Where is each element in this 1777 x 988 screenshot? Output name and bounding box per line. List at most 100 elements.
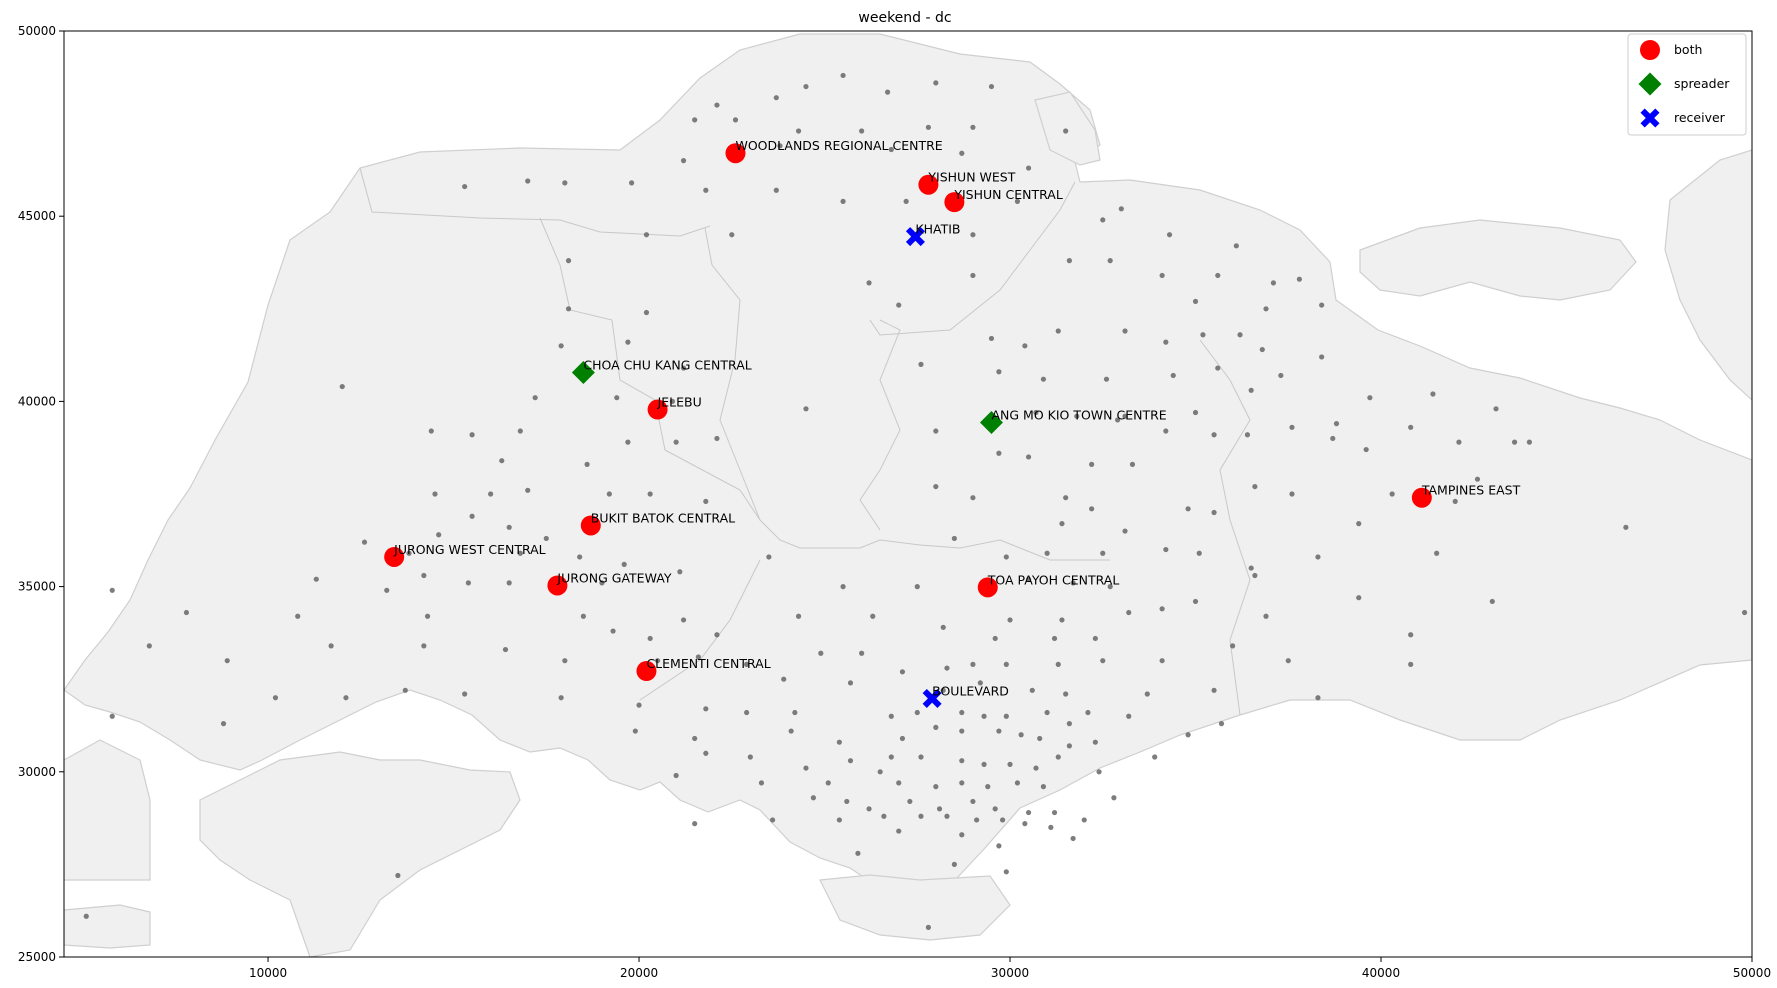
background-point [1408, 632, 1414, 638]
both-marker [944, 192, 965, 213]
background-point [1252, 483, 1258, 490]
background-point [1248, 387, 1254, 393]
background-point [777, 143, 783, 149]
background-point [295, 613, 301, 619]
background-point [1456, 439, 1462, 445]
background-point [680, 617, 687, 623]
background-point [918, 754, 924, 760]
background-point [747, 754, 753, 760]
background-point [558, 343, 564, 349]
background-point [1055, 754, 1061, 760]
background-point [925, 924, 932, 930]
background-point [406, 550, 412, 556]
background-point [680, 158, 687, 164]
background-point [1126, 609, 1132, 616]
background-point [469, 513, 475, 519]
point-label: JURONG WEST CENTRAL [393, 542, 546, 557]
background-point [109, 713, 115, 719]
legend-receiver-marker [1640, 108, 1660, 128]
background-point [959, 780, 965, 786]
background-point [1085, 709, 1091, 716]
background-point [436, 532, 442, 538]
background-point [1159, 658, 1165, 664]
point-label: TOA PAYOH CENTRAL [987, 572, 1120, 587]
background-point [636, 702, 642, 708]
both-marker [384, 546, 405, 567]
background-point [629, 180, 635, 186]
background-point [1089, 461, 1095, 467]
background-point [1063, 691, 1069, 697]
background-point [224, 658, 230, 664]
background-point [1059, 617, 1065, 623]
background-point [1092, 739, 1098, 745]
background-point [1526, 439, 1533, 445]
background-point [996, 728, 1002, 734]
background-point [870, 613, 876, 619]
background-point [1014, 780, 1021, 786]
background-point [1166, 232, 1173, 238]
background-point [543, 535, 549, 542]
background-point [944, 665, 950, 671]
background-point [847, 758, 854, 764]
point-label: YISHUN CENTRAL [953, 187, 1062, 202]
background-point [977, 680, 983, 686]
background-point [933, 784, 939, 790]
background-point [1055, 328, 1061, 334]
background-point [1000, 817, 1006, 823]
both-marker [725, 143, 746, 164]
background-point [1289, 424, 1295, 430]
background-point [506, 524, 512, 530]
background-point [792, 709, 798, 716]
background-point [988, 83, 995, 90]
background-point [959, 832, 965, 838]
y-tick-label: 45000 [18, 209, 56, 223]
background-point [1007, 617, 1013, 623]
background-point [1033, 409, 1039, 416]
background-point [974, 817, 980, 823]
background-point [959, 758, 965, 764]
background-point [1211, 687, 1217, 693]
x-tick-label: 40000 [1362, 966, 1400, 980]
background-point [462, 183, 468, 190]
background-point [970, 124, 976, 130]
background-point [896, 828, 902, 834]
background-point [1096, 769, 1102, 775]
background-point [714, 102, 720, 108]
both-marker [918, 174, 939, 195]
both-marker [1411, 487, 1432, 508]
background-point [183, 609, 190, 616]
background-point [744, 709, 750, 716]
background-point [584, 461, 590, 467]
background-point [933, 724, 939, 730]
background-point [703, 750, 709, 756]
background-point [1163, 428, 1169, 434]
background-point [1434, 550, 1440, 556]
background-point [525, 487, 531, 493]
background-point [847, 680, 854, 686]
background-point [673, 772, 679, 779]
background-point [462, 691, 468, 697]
background-point [465, 580, 471, 586]
background-point [1074, 413, 1080, 419]
x-tick-label: 20000 [620, 966, 658, 980]
background-point [914, 584, 920, 590]
background-point [1296, 276, 1302, 282]
background-point [1129, 461, 1136, 467]
background-point [714, 632, 720, 638]
background-point [803, 765, 809, 771]
background-point [1126, 713, 1132, 719]
background-point [1025, 576, 1032, 582]
background-point [970, 661, 976, 667]
background-point [1025, 454, 1032, 460]
background-point [1185, 732, 1191, 738]
background-point [1319, 302, 1325, 308]
background-point [1215, 272, 1221, 279]
background-point [621, 561, 627, 567]
background-point [866, 280, 872, 286]
background-point [1055, 661, 1061, 667]
background-point [788, 728, 794, 734]
background-point [1025, 165, 1032, 171]
point-label: WOODLANDS REGIONAL CENTRE [735, 138, 942, 153]
background-point [795, 613, 802, 619]
background-point [488, 491, 494, 497]
